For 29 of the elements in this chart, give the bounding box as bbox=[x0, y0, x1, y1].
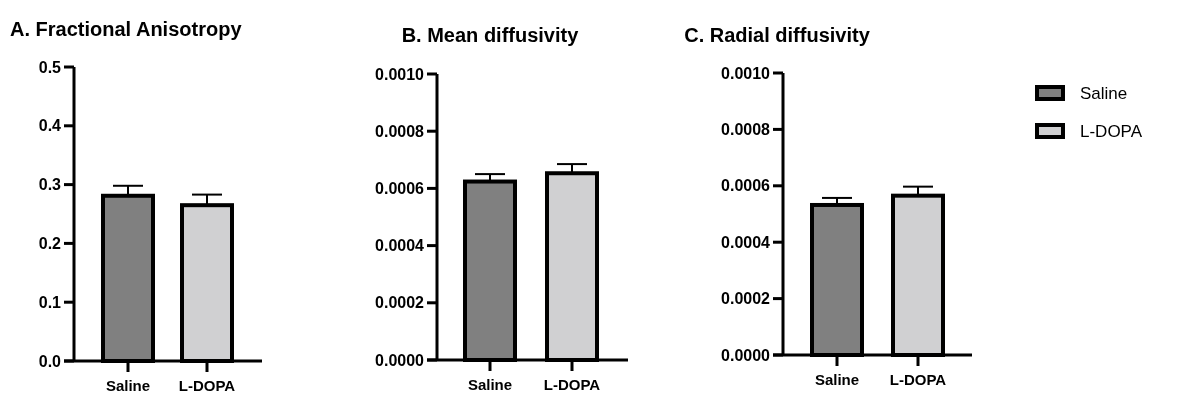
x-tick-label: Saline bbox=[467, 376, 513, 393]
y-tick-label: 0.5 bbox=[38, 58, 62, 76]
y-tick-label: 0.0006 bbox=[375, 180, 425, 197]
x-tick-label: L-DOPA bbox=[543, 376, 601, 393]
chart-title: A. Fractional Anisotropy bbox=[10, 18, 243, 40]
y-tick-label: 0.2 bbox=[38, 235, 62, 252]
y-tick-label: 0.0010 bbox=[375, 65, 425, 83]
y-tick-label: 0.0010 bbox=[721, 64, 771, 82]
x-tick-label: Saline bbox=[814, 371, 860, 388]
y-tick-label: 0.4 bbox=[38, 117, 62, 135]
y-tick-label: 0.0000 bbox=[375, 351, 425, 369]
y-tick-label: 0.1 bbox=[38, 293, 62, 311]
y-tick-label: 0.0006 bbox=[721, 177, 771, 195]
legend-label: Saline bbox=[1080, 83, 1128, 103]
y-tick-label: 0.0002 bbox=[721, 290, 771, 308]
x-tick-label: L-DOPA bbox=[889, 371, 947, 388]
x-tick-label: Saline bbox=[105, 377, 151, 394]
x-tick-label: L-DOPA bbox=[178, 377, 236, 394]
y-tick-label: 0.0 bbox=[38, 352, 62, 370]
y-tick-label: 0.0008 bbox=[721, 121, 771, 138]
y-tick-label: 0.0004 bbox=[721, 233, 771, 251]
y-tick-label: 0.3 bbox=[38, 176, 62, 194]
chart-title: B. Mean diffusivity bbox=[401, 24, 580, 46]
y-tick-label: 0.0000 bbox=[721, 346, 771, 364]
y-tick-label: 0.0002 bbox=[375, 294, 425, 312]
y-tick-label: 0.0008 bbox=[375, 122, 425, 140]
chart-title: C. Radial diffusivity bbox=[684, 24, 871, 46]
y-tick-label: 0.0004 bbox=[375, 237, 425, 255]
legend-label: L-DOPA bbox=[1080, 121, 1143, 141]
